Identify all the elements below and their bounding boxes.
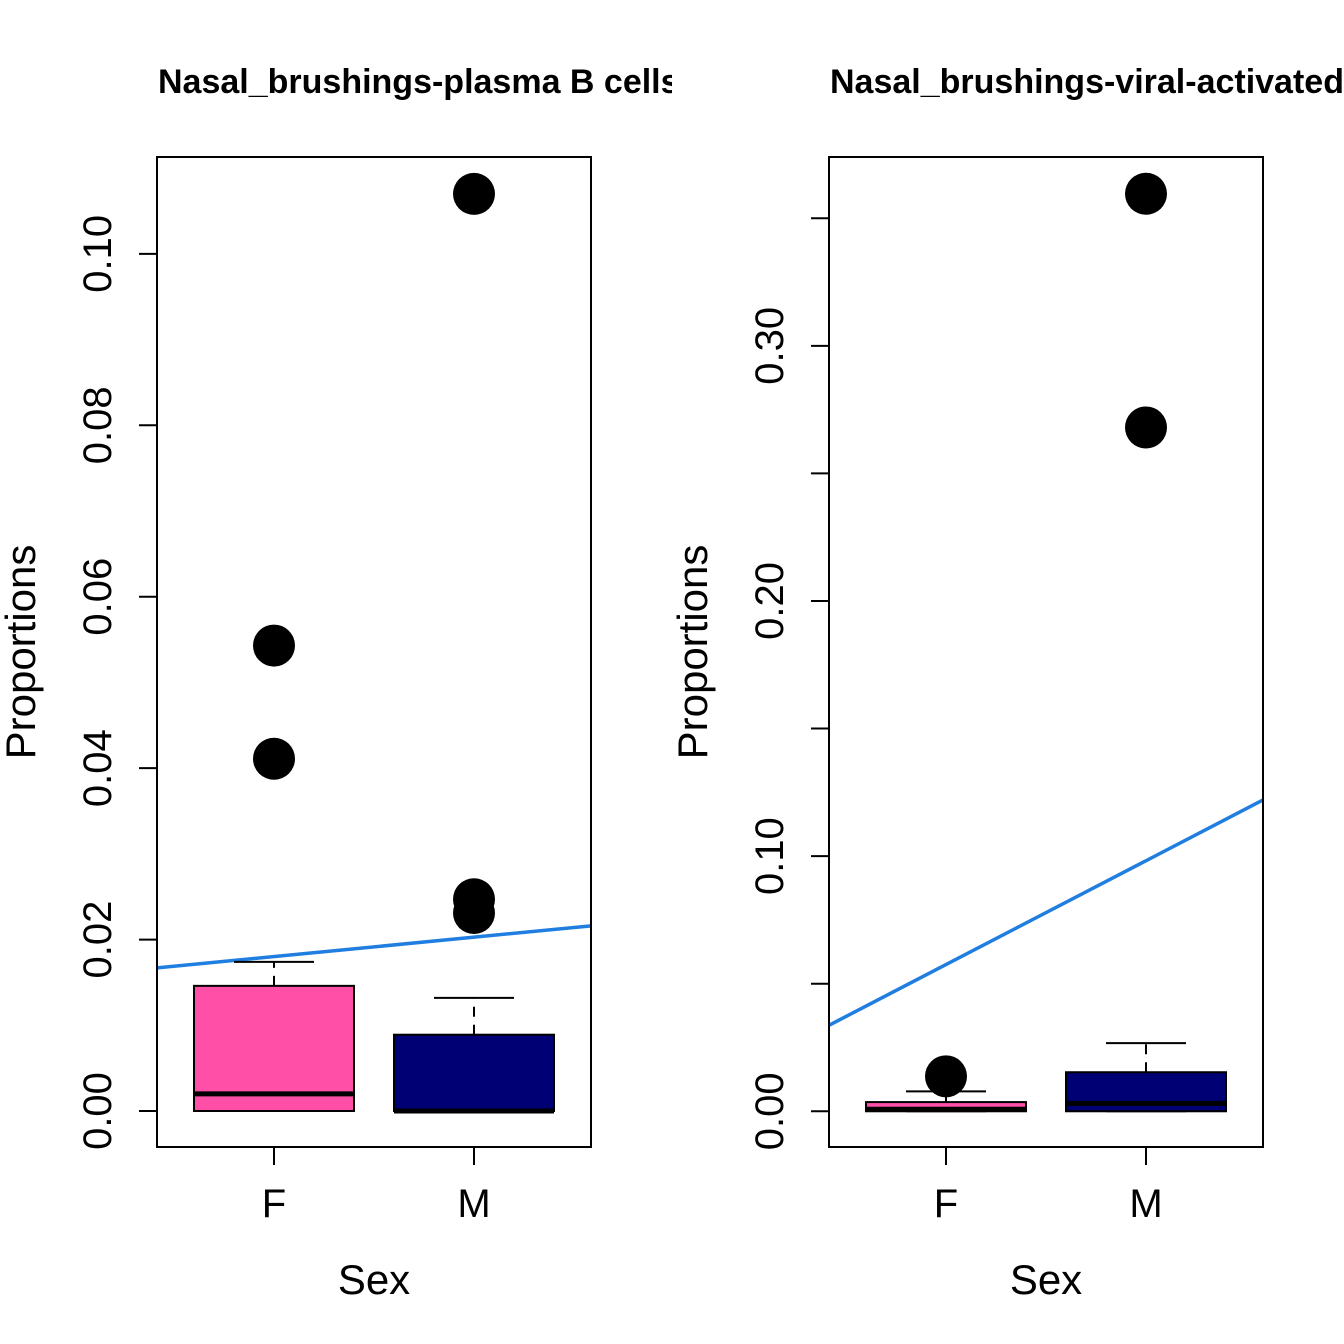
y-tick-label: 0.10	[748, 817, 792, 895]
outlier-point	[453, 892, 495, 934]
x-tick-label: F	[262, 1182, 286, 1226]
x-axis-label: Sex	[1010, 1256, 1082, 1303]
y-tick-label: 0.20	[748, 562, 792, 640]
plot-frame	[828, 156, 1264, 1148]
box-M	[393, 1033, 555, 1112]
y-tick-label: 0.00	[748, 1072, 792, 1150]
outlier-point	[1125, 406, 1167, 449]
outlier-point	[253, 737, 295, 780]
panel-viral-activated: Nasal_brushings-viral-activated 0.00 0.10…	[669, 63, 1344, 1303]
outlier-point	[1125, 172, 1167, 215]
x-axis-label: Sex	[338, 1256, 410, 1303]
trend-line	[156, 924, 592, 970]
outlier-point	[253, 624, 295, 667]
trend-line	[828, 798, 1264, 1027]
y-axis-label: Proportions	[0, 545, 44, 760]
panel-title: Nasal_brushings-viral-activated	[830, 63, 1344, 101]
plot-frame	[156, 156, 592, 1148]
x-tick-label: M	[457, 1182, 490, 1226]
x-tick-label: F	[934, 1182, 958, 1226]
box-F	[193, 984, 355, 1112]
y-tick-label: 0.04	[76, 729, 120, 807]
y-tick-label: 0.10	[76, 215, 120, 293]
outlier-point	[925, 1055, 967, 1098]
outlier-point	[453, 172, 495, 215]
y-tick-label: 0.06	[76, 558, 120, 636]
y-axis-label: Proportions	[669, 545, 716, 760]
panel-title: Nasal_brushings-plasma B cells	[158, 63, 680, 101]
y-tick-label: 0.08	[76, 386, 120, 464]
x-tick-label: M	[1129, 1182, 1162, 1226]
y-tick-label: 0.00	[76, 1072, 120, 1150]
y-tick-label: 0.30	[748, 307, 792, 385]
panel-plasma-b-cells: Nasal_brushings-plasma B cells 0.00 0.02 0…	[0, 63, 680, 1303]
y-tick-label: 0.02	[76, 901, 120, 979]
